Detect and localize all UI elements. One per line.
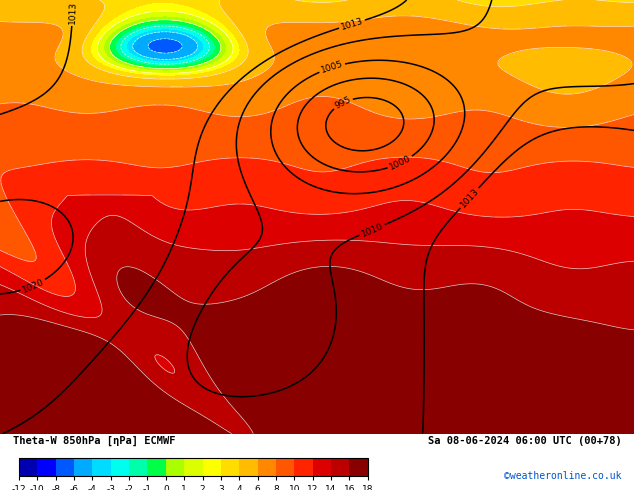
Text: 1005: 1005 — [320, 60, 344, 75]
Text: ©weatheronline.co.uk: ©weatheronline.co.uk — [504, 471, 621, 481]
Text: Sa 08-06-2024 06:00 UTC (00+78): Sa 08-06-2024 06:00 UTC (00+78) — [427, 436, 621, 446]
Text: 1013: 1013 — [458, 186, 481, 209]
Text: 1013: 1013 — [340, 16, 365, 32]
Text: 1000: 1000 — [388, 154, 413, 172]
Text: 995: 995 — [333, 95, 353, 111]
Text: 1013: 1013 — [68, 1, 77, 24]
Text: 1010: 1010 — [360, 221, 385, 239]
Text: 1020: 1020 — [21, 277, 45, 294]
Text: Theta-W 850hPa [ηPa] ECMWF: Theta-W 850hPa [ηPa] ECMWF — [13, 436, 175, 446]
